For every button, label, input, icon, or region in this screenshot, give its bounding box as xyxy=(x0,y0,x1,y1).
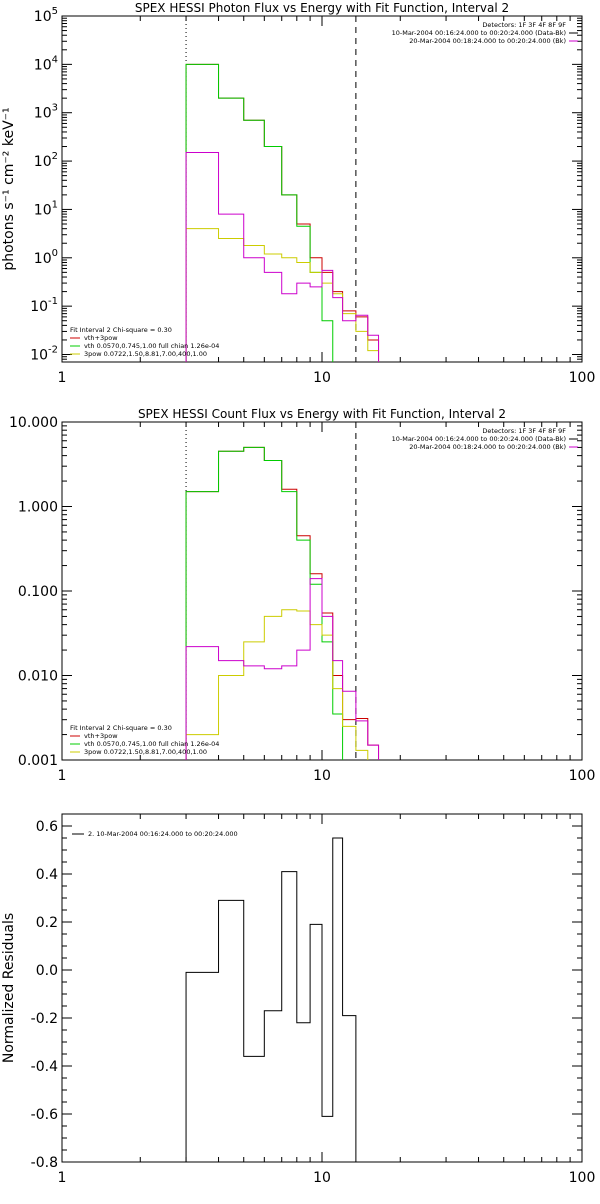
count-x-tick-label: 10 xyxy=(313,768,331,784)
photon-header-line: Detectors: 1F 3F 4F 8F 9F xyxy=(482,21,566,29)
count-fit-legend-label: vth+3pow xyxy=(84,732,118,740)
photon-y-tick-label: 10-1 xyxy=(30,296,58,315)
count-title: SPEX HESSI Count Flux vs Energy with Fit… xyxy=(138,407,506,421)
photon-x-tick-label: 10 xyxy=(313,370,331,386)
count-y-tick-label: 1.000 xyxy=(18,500,58,516)
photon-y-tick-label: 101 xyxy=(34,199,58,218)
photon-series-vth xyxy=(185,63,380,362)
residuals-y-tick-label: -0.6 xyxy=(31,1107,58,1123)
photon-header-line: 20-Mar-2004 00:18:24.000 to 00:20:24.000… xyxy=(409,37,566,45)
photon-y-tick-label: 100 xyxy=(34,248,58,267)
residuals-y-tick-label: -0.2 xyxy=(31,1011,58,1027)
residuals-x-tick-label: 100 xyxy=(569,1170,596,1186)
photon-x-tick-label: 100 xyxy=(569,370,596,386)
count-y-tick-label: 0.001 xyxy=(18,753,58,769)
count-header-line: 10-Mar-2004 00:16:24.000 to 00:20:24.000… xyxy=(392,435,566,443)
photon-fit-legend-label: vth 0.0570,0.745,1.00 full chian 1.26e-0… xyxy=(84,342,219,350)
count-series-3pow xyxy=(185,609,380,760)
photon-header-line: 10-Mar-2004 00:16:24.000 to 00:20:24.000… xyxy=(392,29,566,37)
residuals-legend-label: 2. 10-Mar-2004 00:16:24.000 to 00:20:24.… xyxy=(88,830,238,838)
residuals-panel: 1 10 100 -0.8 -0.6 -0.4 -0.2 0.0 0.2 0.4 0.6 Normal… xyxy=(1,813,596,1186)
count-header-line: Detectors: 1F 3F 4F 8F 9F xyxy=(482,427,566,435)
photon-fit-legend-label: vth+3pow xyxy=(84,334,118,342)
residuals-y-tick-label: -0.8 xyxy=(31,1155,58,1171)
count-y-tick-label: 0.010 xyxy=(18,669,58,685)
photon-y-tick-label: 104 xyxy=(34,54,58,73)
count-header-line: 20-Mar-2004 00:18:24.000 to 00:20:24.000… xyxy=(409,443,566,451)
count-panel: 1 10 100 0.001 0.010 0.100 1.000 10.000 SPEX HES… xyxy=(9,407,595,784)
residuals-x-tick-label: 10 xyxy=(313,1170,331,1186)
photon-fit-legend-label: 3pow 0.0722,1.50,8.81,7.00,400,1.00 xyxy=(84,350,207,358)
residuals-y-tick-label: -0.4 xyxy=(31,1059,58,1075)
photon-y-axis-label: photons s⁻¹ cm⁻² keV⁻¹ xyxy=(1,107,17,270)
photon-series-data xyxy=(185,152,380,362)
photon-fit-header: Fit Interval 2 Chi-square = 0.30 xyxy=(70,326,172,334)
residuals-y-tick-label: 0.2 xyxy=(36,915,58,931)
count-fit-header: Fit Interval 2 Chi-square = 0.30 xyxy=(70,724,172,732)
residuals-y-axis-label: Normalized Residuals xyxy=(1,913,17,1063)
count-x-tick-label: 1 xyxy=(58,768,67,784)
photon-y-tick-label: 105 xyxy=(34,6,58,25)
count-x-tick-label: 100 xyxy=(569,768,596,784)
residuals-y-tick-label: 0.6 xyxy=(36,819,58,835)
count-y-tick-label: 0.100 xyxy=(18,584,58,600)
photon-title: SPEX HESSI Photon Flux vs Energy with Fi… xyxy=(135,1,509,15)
photon-y-tick-label: 103 xyxy=(34,103,58,122)
count-y-tick-label: 10.000 xyxy=(9,415,58,431)
count-fit-legend-label: vth 0.0570,0.745,1.00 full chian 1.26e-0… xyxy=(84,740,219,748)
count-series-data xyxy=(185,578,380,760)
photon-y-tick-label: 10-2 xyxy=(30,345,58,364)
residuals-series-2-10-mar-2004-00-16-24-000-to-00-20-24-000 xyxy=(185,837,357,1162)
residuals-y-tick-label: 0.4 xyxy=(36,867,58,883)
residuals-y-tick-label: 0.0 xyxy=(36,963,58,979)
photon-y-tick-label: 102 xyxy=(34,151,58,170)
photon-x-tick-label: 1 xyxy=(58,370,67,386)
count-fit-legend-label: 3pow 0.0722,1.50,8.81,7.00,400,1.00 xyxy=(84,748,207,756)
residuals-x-tick-label: 1 xyxy=(58,1170,67,1186)
count-series-vth-3pow xyxy=(185,446,380,760)
photon-series-vth-3pow xyxy=(185,63,380,362)
photon-panel: 1 10 100 10-2 10-1 100 101 102 103 104 105 SPEX HES… xyxy=(1,1,595,386)
count-series-vth xyxy=(185,446,380,760)
